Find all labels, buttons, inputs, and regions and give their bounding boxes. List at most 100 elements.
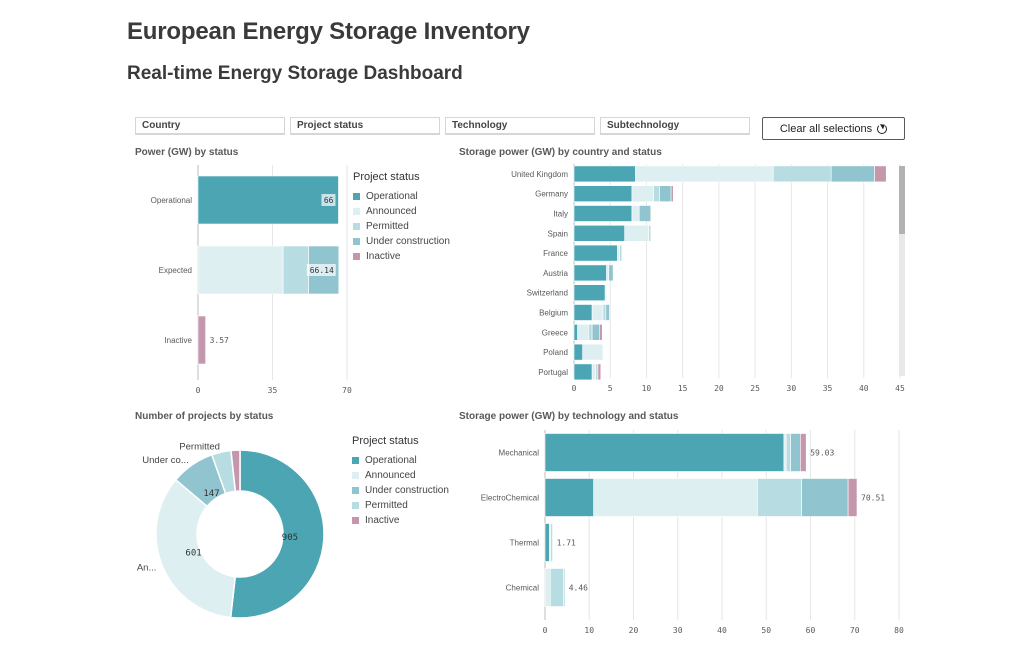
- legend-item[interactable]: Permitted: [353, 219, 450, 234]
- power-by-status-chart[interactable]: 0 35 70 Operational 66 Expected 66.14 Inactive 3…: [130, 160, 360, 405]
- clear-all-selections-button[interactable]: Clear all selections: [762, 117, 905, 140]
- slice-value-label: 601: [185, 549, 201, 559]
- bar-segment: [544, 523, 550, 562]
- legend-projects-by-status: Project status Operational Announced Und…: [352, 435, 449, 528]
- bar-segment: [573, 205, 633, 222]
- legend-swatch: [352, 457, 359, 464]
- data-label: 1.71: [557, 539, 576, 548]
- data-label: 59.03: [810, 449, 834, 458]
- data-label: 3.57: [210, 336, 229, 345]
- data-label: 66.14: [310, 266, 334, 275]
- y-tick-label: Switzerland: [527, 289, 568, 298]
- legend-label: Operational: [365, 455, 417, 466]
- legend-label: Permitted: [366, 221, 409, 232]
- legend-item[interactable]: Permitted: [352, 498, 449, 513]
- bar-segment: [604, 284, 607, 301]
- data-label: 66: [324, 196, 334, 205]
- bar-segment: [772, 165, 832, 183]
- data-label: 4.46: [569, 584, 588, 593]
- bar-segment: [282, 245, 309, 295]
- legend-swatch: [353, 238, 360, 245]
- bar-segment: [197, 315, 206, 365]
- legend-item[interactable]: Announced: [352, 468, 449, 483]
- x-tick-label: 15: [678, 384, 688, 393]
- bar-segment: [591, 324, 600, 341]
- panel-title-by-country: Storage power (GW) by country and status: [459, 147, 662, 158]
- country-status-chart[interactable]: 0 5 10 15 20 25 30 35 40 45 United Kingdom Germany I…: [490, 160, 910, 405]
- legend-title: Project status: [353, 171, 420, 183]
- filter-project-status[interactable]: Project status: [290, 117, 440, 135]
- legend-item[interactable]: Announced: [353, 204, 450, 219]
- y-tick-label: Spain: [548, 229, 568, 238]
- slice-name-label: An...: [137, 562, 157, 573]
- legend-power-by-status: Project status Operational Announced Per…: [353, 171, 450, 264]
- y-tick-label: Italy: [553, 210, 568, 219]
- legend-label: Inactive: [366, 251, 401, 262]
- legend-label: Announced: [366, 206, 417, 217]
- bar-segment: [544, 433, 785, 472]
- x-tick-label: 30: [787, 384, 797, 393]
- x-tick-label: 50: [761, 626, 771, 635]
- legend-swatch: [352, 502, 359, 509]
- y-tick-label: ElectroChemical: [481, 494, 539, 503]
- bar-segment: [573, 225, 626, 242]
- bar-segment: [573, 304, 593, 321]
- legend-item[interactable]: Under construction: [352, 483, 449, 498]
- legend-label: Permitted: [365, 500, 408, 511]
- bar-segment: [550, 568, 564, 607]
- projects-donut-chart[interactable]: 905 601 An... 147 Under co... Permitted: [130, 425, 345, 625]
- bar-segment: [659, 185, 672, 203]
- donut-slice: [229, 449, 325, 619]
- filter-subtechnology[interactable]: Subtechnology: [600, 117, 750, 135]
- legend-item[interactable]: Under construction: [353, 234, 450, 249]
- panel-title-by-technology: Storage power (GW) by technology and sta…: [459, 411, 679, 422]
- legend-item[interactable]: Inactive: [352, 513, 449, 528]
- y-tick-label: Portugal: [538, 368, 568, 377]
- bar-segment: [595, 363, 599, 381]
- bar-segment: [800, 433, 807, 472]
- bar-segment: [544, 568, 551, 607]
- x-tick-label: 40: [717, 626, 727, 635]
- x-tick-label: 0: [196, 386, 201, 395]
- slice-name-label: Under co...: [142, 455, 188, 466]
- y-tick-label: Operational: [151, 196, 193, 205]
- bar-segment: [635, 165, 774, 183]
- refresh-icon: [877, 123, 888, 134]
- bar-segment: [197, 175, 339, 225]
- bar-segment: [653, 185, 660, 203]
- dashboard-title: European Energy Storage Inventory: [127, 18, 530, 45]
- legend-item[interactable]: Operational: [353, 189, 450, 204]
- bar-segment: [801, 478, 849, 517]
- technology-status-chart[interactable]: 0 10 20 30 40 50 60 70 80 Mechanical 59.03 ElectroC…: [470, 425, 910, 640]
- bar-segment: [563, 568, 566, 607]
- y-tick-label: Chemical: [506, 584, 540, 593]
- y-tick-label: Austria: [543, 269, 568, 278]
- bar-segment: [588, 324, 593, 341]
- legend-item[interactable]: Inactive: [353, 249, 450, 264]
- bar-segment: [631, 205, 640, 222]
- bar-segment: [631, 185, 654, 203]
- x-tick-label: 45: [895, 384, 905, 393]
- bar-segment: [573, 264, 607, 282]
- bar-segment: [606, 264, 610, 282]
- scrollbar-thumb[interactable]: [899, 166, 905, 234]
- legend-label: Under construction: [365, 485, 449, 496]
- x-tick-label: 0: [572, 384, 577, 393]
- bar-segment: [608, 264, 614, 282]
- bar-segment: [605, 304, 610, 321]
- x-tick-label: 40: [859, 384, 869, 393]
- filter-country[interactable]: Country: [135, 117, 285, 135]
- country-chart-scrollbar[interactable]: [899, 166, 905, 376]
- bar-segment: [591, 363, 597, 381]
- bar-segment: [597, 363, 602, 381]
- legend-item[interactable]: Operational: [352, 453, 449, 468]
- x-tick-label: 60: [806, 626, 816, 635]
- bar-segment: [582, 343, 604, 361]
- filter-technology[interactable]: Technology: [445, 117, 595, 135]
- x-tick-label: 30: [673, 626, 683, 635]
- bar-segment: [624, 225, 649, 242]
- y-tick-label: United Kingdom: [511, 170, 568, 179]
- x-tick-label: 0: [543, 626, 548, 635]
- data-label-bg: [306, 264, 336, 276]
- y-tick-label: Poland: [543, 348, 568, 357]
